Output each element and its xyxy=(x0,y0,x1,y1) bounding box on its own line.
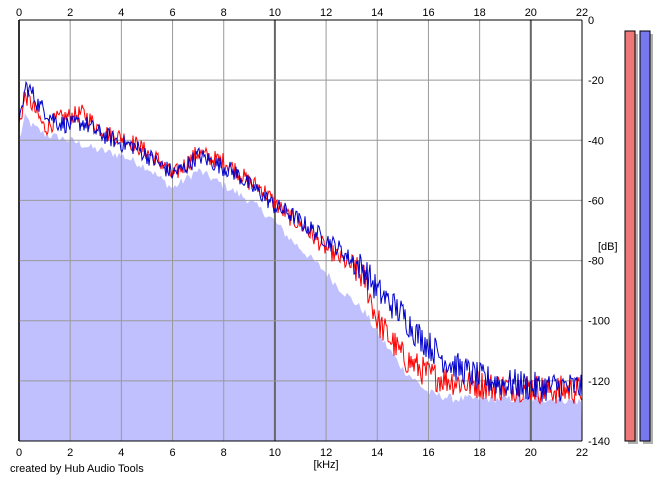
level-meter-right xyxy=(639,30,651,442)
x-tick-label-top: 6 xyxy=(169,7,175,19)
x-tick-label-top: 16 xyxy=(422,7,434,19)
y-tick-label: 0 xyxy=(588,15,594,27)
y-tick-label: -120 xyxy=(588,376,610,388)
x-tick-label-top: 2 xyxy=(67,7,73,19)
y-tick-label: -60 xyxy=(588,195,604,207)
x-tick-label-bottom: 0 xyxy=(16,447,22,459)
x-tick-label-bottom: 22 xyxy=(576,447,588,459)
x-tick-label-bottom: 20 xyxy=(525,447,537,459)
y-tick-label: -40 xyxy=(588,135,604,147)
x-axis-label: [kHz] xyxy=(314,459,339,471)
x-tick-label-bottom: 16 xyxy=(422,447,434,459)
y-tick-label: -80 xyxy=(588,256,604,268)
x-tick-label-top: 12 xyxy=(320,7,332,19)
credit-text: created by Hub Audio Tools xyxy=(10,463,144,475)
x-tick-label-bottom: 14 xyxy=(371,447,383,459)
x-tick-label-top: 0 xyxy=(16,7,22,19)
x-tick-label-top: 4 xyxy=(118,7,124,19)
x-tick-label-top: 20 xyxy=(525,7,537,19)
x-tick-label-bottom: 8 xyxy=(221,447,227,459)
y-tick-label: -140 xyxy=(588,436,610,448)
spectrum-fill-area xyxy=(19,113,582,442)
x-tick-label-top: 14 xyxy=(371,7,383,19)
x-tick-label-bottom: 4 xyxy=(118,447,124,459)
x-tick-label-bottom: 2 xyxy=(67,447,73,459)
y-axis-label: [dB] xyxy=(598,241,618,253)
level-meter-left xyxy=(624,30,636,442)
y-tick-label: -20 xyxy=(588,75,604,87)
x-tick-label-top: 10 xyxy=(269,7,281,19)
x-tick-label-top: 18 xyxy=(474,7,486,19)
x-tick-label-bottom: 12 xyxy=(320,447,332,459)
x-tick-label-bottom: 6 xyxy=(169,447,175,459)
x-tick-label-bottom: 18 xyxy=(474,447,486,459)
series-line-right xyxy=(18,80,583,402)
x-tick-label-bottom: 10 xyxy=(269,447,281,459)
x-tick-label-top: 8 xyxy=(221,7,227,19)
y-tick-label: -100 xyxy=(588,316,610,328)
x-tick-label-top: 22 xyxy=(576,7,588,19)
